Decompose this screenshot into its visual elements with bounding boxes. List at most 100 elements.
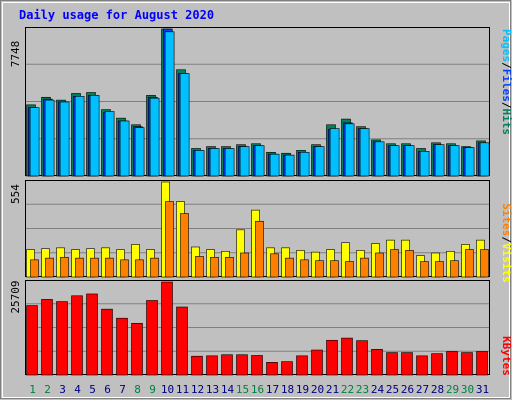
x-tick-label: 30 xyxy=(461,383,474,396)
panel-visits-sites xyxy=(25,180,490,278)
x-tick-label: 9 xyxy=(149,383,156,396)
x-tick-label: 31 xyxy=(476,383,489,396)
bar-kbytes xyxy=(296,355,308,376)
bar-kbytes xyxy=(416,355,428,376)
legend-pages-files-hits: Pages/Files/Hits xyxy=(500,29,512,135)
bar-kbytes xyxy=(71,295,83,376)
bar-kbytes xyxy=(326,339,338,376)
bar-pages xyxy=(44,99,55,177)
bar-kbytes xyxy=(371,349,383,376)
kbytes-ymax-label: 25709 xyxy=(9,280,22,313)
bar-pages xyxy=(224,148,235,177)
bar-pages xyxy=(254,145,265,177)
bar-kbytes xyxy=(236,354,248,376)
bar-sites xyxy=(75,257,84,278)
bar-sites xyxy=(90,257,99,278)
x-tick-label: 15 xyxy=(236,383,249,396)
bar-sites xyxy=(195,256,204,278)
x-tick-label: 20 xyxy=(311,383,324,396)
x-tick-label: 12 xyxy=(191,383,204,396)
x-tick-label: 6 xyxy=(104,383,111,396)
bar-pages xyxy=(269,153,280,177)
x-tick-label: 27 xyxy=(416,383,429,396)
bar-pages xyxy=(479,142,490,177)
bar-kbytes xyxy=(56,301,68,376)
bar-pages xyxy=(359,128,370,177)
bar-kbytes xyxy=(476,351,488,376)
bar-pages xyxy=(419,151,430,177)
legend-visits: Visits xyxy=(500,243,512,283)
bar-sites xyxy=(165,201,174,278)
bar-sites xyxy=(45,257,54,278)
bar-sites xyxy=(360,257,369,278)
bar-pages xyxy=(299,151,310,177)
x-tick-label: 24 xyxy=(371,383,385,396)
bar-sites xyxy=(330,260,339,278)
bar-pages xyxy=(29,107,40,177)
x-tick-label: 10 xyxy=(161,383,174,396)
bar-sites xyxy=(225,256,234,278)
x-tick-label: 19 xyxy=(296,383,309,396)
legend-sep-3: / xyxy=(500,236,512,243)
bar-sites xyxy=(390,249,399,278)
x-tick-label: 7 xyxy=(119,383,126,396)
legend-sites: Sites xyxy=(500,203,512,236)
bar-pages xyxy=(194,150,205,177)
bar-pages xyxy=(239,146,250,177)
bar-pages xyxy=(149,97,160,177)
bar-kbytes xyxy=(86,293,98,376)
bar-pages xyxy=(209,148,220,177)
bar-sites xyxy=(150,257,159,278)
x-tick-label: 8 xyxy=(134,383,141,396)
bar-pages xyxy=(104,111,115,177)
bar-kbytes xyxy=(281,361,293,376)
x-tick-label: 18 xyxy=(281,383,294,396)
bar-kbytes xyxy=(386,352,398,376)
bar-kbytes xyxy=(311,349,323,376)
bar-kbytes xyxy=(116,317,128,376)
x-tick-label: 22 xyxy=(341,383,354,396)
visits-ymax-label: 554 xyxy=(9,184,22,204)
bar-pages xyxy=(74,96,85,177)
legend-pages: Pages xyxy=(500,29,512,62)
bar-kbytes xyxy=(26,305,38,376)
bar-pages xyxy=(404,145,415,177)
x-tick-label: 21 xyxy=(326,383,339,396)
bar-sites xyxy=(60,256,69,278)
bar-sites xyxy=(180,213,189,278)
x-axis-day-labels: 1 2 3 4 5 6 7 8 9 10 11 12 13 14 15 16 17 18 19 20 21 22 23 24 2… xyxy=(29,383,489,396)
bar-sites xyxy=(450,260,459,278)
x-tick-label: 14 xyxy=(221,383,235,396)
bar-pages xyxy=(89,95,100,177)
panel-hits-files-pages xyxy=(25,27,490,177)
bar-sites xyxy=(210,256,219,278)
bar-sites xyxy=(480,249,489,278)
x-tick-label: 13 xyxy=(206,383,219,396)
bar-kbytes xyxy=(221,354,233,376)
bar-sites xyxy=(120,259,129,278)
bar-pages xyxy=(284,154,295,177)
bar-kbytes xyxy=(251,355,263,376)
bar-pages xyxy=(119,120,130,177)
bar-sites xyxy=(105,257,114,278)
bar-kbytes xyxy=(401,352,413,376)
legend-kbytes: KBytes xyxy=(500,336,512,376)
hits-ymax-label: 7748 xyxy=(9,41,22,68)
bar-sites xyxy=(300,259,309,278)
x-tick-label: 23 xyxy=(356,383,369,396)
bar-sites xyxy=(375,252,384,278)
bar-pages xyxy=(314,146,325,177)
bar-pages xyxy=(59,101,70,177)
x-tick-label: 16 xyxy=(251,383,264,396)
x-tick-label: 5 xyxy=(89,383,96,396)
bar-sites xyxy=(420,261,429,278)
bar-pages xyxy=(344,123,355,177)
bar-pages xyxy=(374,141,385,177)
bar-kbytes xyxy=(146,300,158,376)
x-tick-label: 29 xyxy=(446,383,459,396)
x-tick-label: 1 xyxy=(29,383,36,396)
chart-title: Daily usage for August 2020 xyxy=(19,8,214,22)
bar-pages xyxy=(134,127,145,177)
